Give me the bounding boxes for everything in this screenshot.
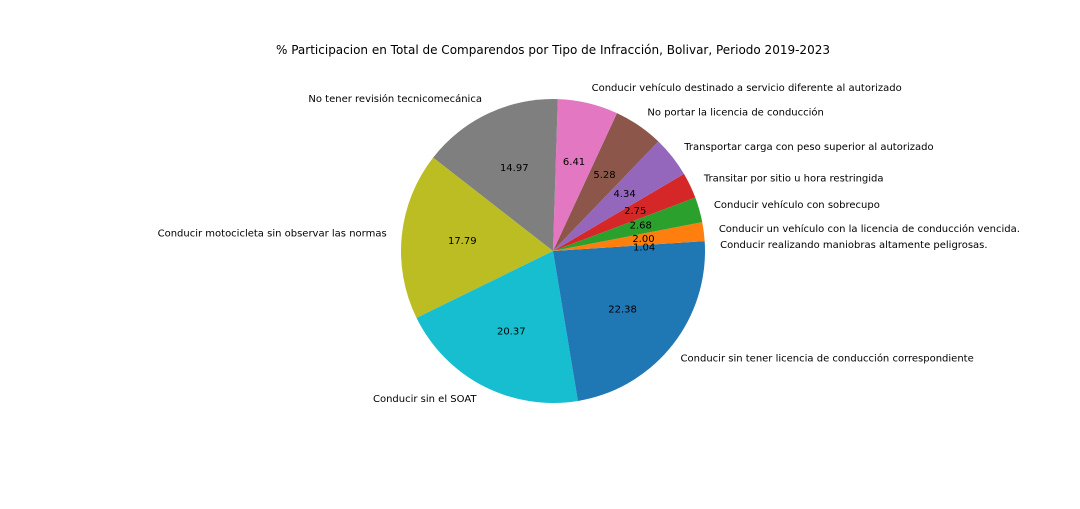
- slice-category-label-2: Conducir vehículo con sobrecupo: [714, 199, 880, 211]
- pie-slice-9: [416, 251, 578, 404]
- slice-category-label-8: Conducir motocicleta sin observar las no…: [158, 228, 387, 239]
- slice-category-label-0: Conducir realizando maniobras altamente …: [720, 240, 987, 251]
- slice-value-label-1: 2.00: [632, 234, 654, 245]
- slices-layer: [401, 99, 705, 404]
- slice-value-label-4: 4.34: [613, 189, 635, 200]
- slice-value-label-3: 2.75: [624, 206, 646, 217]
- slice-value-label-10: 22.38: [608, 304, 637, 315]
- slice-category-label-5: No portar la licencia de conducción: [647, 107, 823, 119]
- pie-slice-1: [553, 222, 705, 251]
- slice-category-label-3: Transitar por sitio u hora restringida: [703, 173, 884, 184]
- chart-title: % Participacion en Total de Comparendos …: [276, 43, 830, 57]
- pie-slice-6: [553, 99, 617, 251]
- pie-slice-8: [401, 157, 553, 318]
- slice-value-label-6: 6.41: [563, 157, 585, 168]
- slice-value-label-7: 14.97: [500, 163, 529, 174]
- pie-slice-3: [553, 173, 696, 251]
- slice-value-label-0: 1.04: [633, 243, 655, 254]
- pie-slice-2: [553, 197, 703, 251]
- pie-slice-10: [553, 251, 705, 401]
- slice-category-label-9: Conducir sin el SOAT: [373, 394, 477, 405]
- slice-value-label-9: 20.37: [497, 327, 526, 338]
- slice-value-label-8: 17.79: [448, 236, 477, 247]
- slice-value-label-2: 2.68: [630, 221, 652, 232]
- slice-labels-layer: Conducir realizando maniobras altamente …: [158, 82, 1020, 405]
- pie-slice-4: [553, 141, 684, 251]
- slice-category-label-6: Conducir vehículo destinado a servicio d…: [592, 82, 902, 94]
- value-labels-layer: 1.042.00 2.68 2.75 4.34 5.28 6.41 14.97 17.79 20…: [448, 157, 655, 338]
- slice-category-label-10: Conducir sin tener licencia de conducció…: [681, 353, 974, 365]
- pie-slice-5: [553, 113, 659, 252]
- pie-slice-7: [433, 99, 558, 251]
- slice-category-label-1: Conducir un vehículo con la licencia de …: [719, 223, 1020, 235]
- slice-category-label-7: No tener revisión tecnicomecánica: [308, 93, 482, 105]
- pie-slice-0: [553, 241, 705, 251]
- slice-value-label-5: 5.28: [593, 170, 615, 181]
- slice-category-label-4: Transportar carga con peso superior al a…: [683, 142, 933, 153]
